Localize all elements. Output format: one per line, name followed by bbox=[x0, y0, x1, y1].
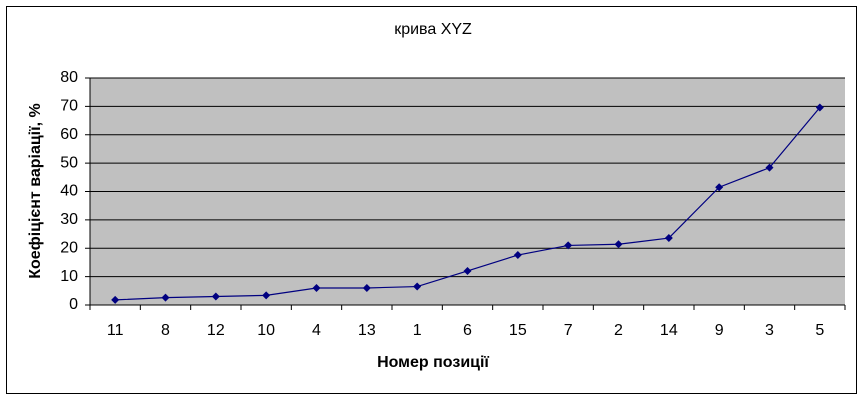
x-tick-label: 13 bbox=[358, 322, 376, 339]
y-tick-label: 40 bbox=[60, 183, 78, 200]
data-point bbox=[161, 293, 170, 302]
x-tick-label: 5 bbox=[815, 322, 824, 339]
y-tick-label: 50 bbox=[60, 154, 78, 171]
y-tick-label: 80 bbox=[60, 69, 78, 86]
x-tick-label: 8 bbox=[161, 322, 170, 339]
data-point bbox=[513, 251, 522, 260]
x-tick-label: 1 bbox=[413, 322, 422, 339]
y-tick-label: 60 bbox=[60, 126, 78, 143]
y-tick-label: 10 bbox=[60, 268, 78, 285]
y-axis-label: Коефіцієнт варіації, % bbox=[27, 103, 44, 278]
y-tick-label: 20 bbox=[60, 239, 78, 256]
x-tick-label: 11 bbox=[107, 322, 124, 339]
data-point bbox=[111, 295, 120, 304]
x-tick-label: 4 bbox=[312, 322, 321, 339]
x-tick-label: 15 bbox=[509, 322, 527, 339]
data-point bbox=[765, 163, 774, 172]
data-point bbox=[312, 283, 321, 292]
data-point bbox=[664, 234, 673, 243]
x-tick-label: 12 bbox=[207, 322, 225, 339]
x-axis-label: Номер позиції bbox=[377, 354, 489, 371]
x-tick-label: 3 bbox=[765, 322, 774, 339]
data-point bbox=[211, 292, 220, 301]
data-point bbox=[715, 183, 724, 192]
y-tick-label: 70 bbox=[60, 98, 78, 115]
data-point bbox=[362, 283, 371, 292]
data-point bbox=[614, 240, 623, 249]
x-tick-label: 2 bbox=[614, 322, 623, 339]
y-tick-label: 30 bbox=[60, 211, 78, 228]
data-point bbox=[564, 241, 573, 250]
data-point bbox=[413, 282, 422, 291]
data-point bbox=[815, 103, 824, 112]
chart-title: крива XYZ bbox=[394, 21, 472, 38]
x-tick-label: 7 bbox=[564, 322, 573, 339]
x-tick-label: 10 bbox=[257, 322, 275, 339]
data-point bbox=[262, 291, 271, 300]
x-tick-label: 14 bbox=[660, 322, 678, 339]
y-tick-label: 0 bbox=[69, 296, 78, 313]
x-tick-label: 6 bbox=[463, 322, 472, 339]
data-point bbox=[463, 266, 472, 275]
x-tick-label: 9 bbox=[715, 322, 724, 339]
